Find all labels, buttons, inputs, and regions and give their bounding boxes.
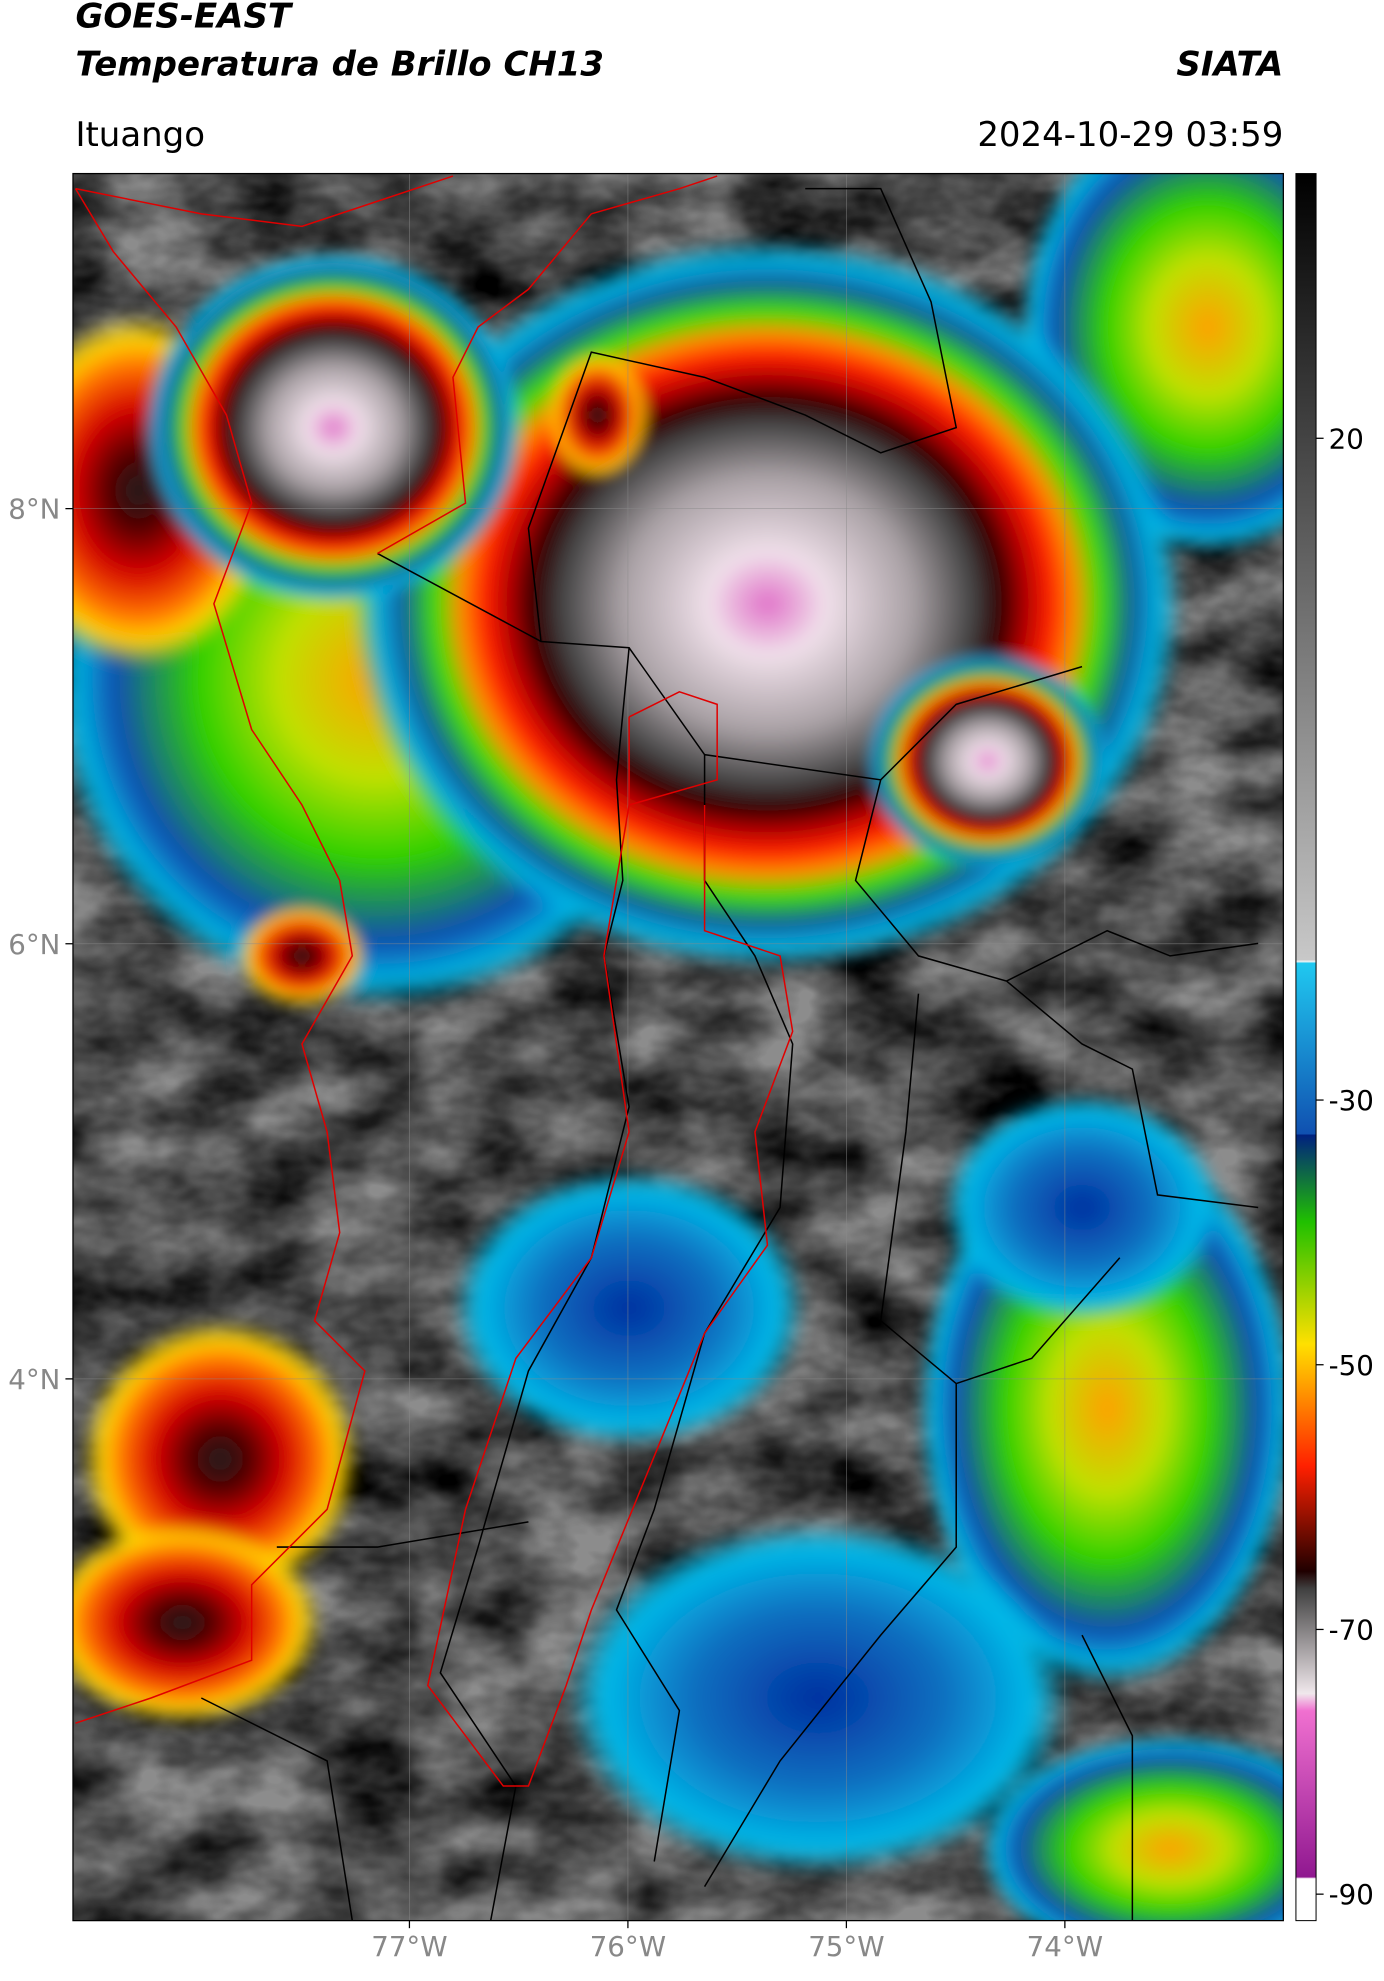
y-tick-label: 4°N [8, 1363, 60, 1396]
colorbar-tick-label: -90 [1329, 1878, 1374, 1911]
subtitle: Temperatura de Brillo CH13 [75, 44, 604, 84]
datetime: 2024-10-29 03:59 [977, 115, 1283, 155]
map-image [72, 173, 1284, 1921]
map-frame [72, 172, 1284, 1922]
colorbar [1295, 173, 1317, 1922]
y-tick-label: 8°N [8, 493, 60, 526]
colorbar-tick-label: -30 [1329, 1084, 1374, 1117]
title: GOES-EAST [75, 0, 293, 37]
x-tick-label: 76°W [590, 1930, 666, 1963]
x-tick-label: 75°W [808, 1930, 884, 1963]
y-tick-label: 6°N [8, 928, 60, 961]
x-tick-label: 77°W [371, 1930, 447, 1963]
colorbar-tick-label: 20 [1329, 422, 1364, 455]
source: SIATA [1176, 44, 1283, 84]
colorbar-tick-label: -70 [1329, 1614, 1374, 1647]
x-tick-label: 74°W [1027, 1930, 1103, 1963]
location: Ituango [75, 115, 205, 155]
colorbar-tick-label: -50 [1329, 1349, 1374, 1382]
